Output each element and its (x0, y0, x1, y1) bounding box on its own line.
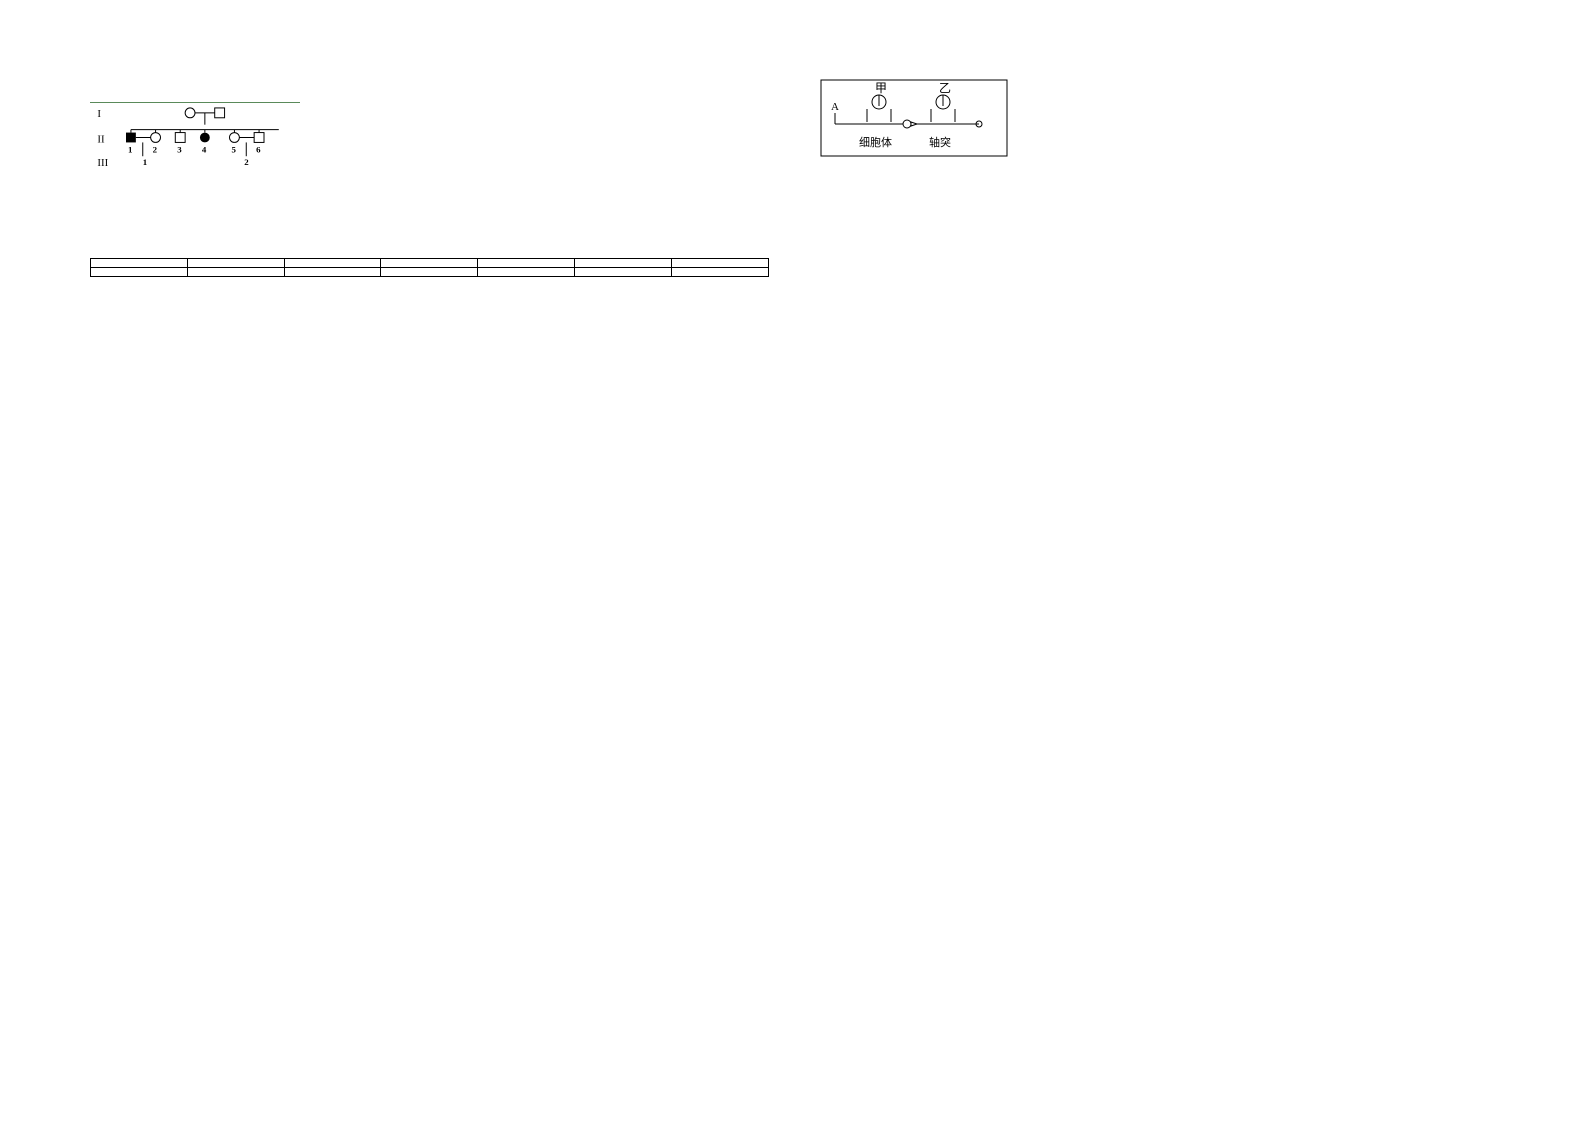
reflex-arc-diagram: 甲 乙 A 细胞体 轴突 (819, 78, 1009, 158)
col-4 (574, 259, 671, 268)
ii-6: 6 (256, 144, 261, 154)
left-column: I II 1 2 3 4 5 6 III 1 2 (90, 70, 769, 1082)
iii-1: 1 (143, 157, 147, 167)
table-row (91, 268, 769, 277)
col-0 (187, 259, 284, 268)
r-4 (574, 268, 671, 277)
iii-2: 2 (244, 157, 249, 167)
col-1 (284, 259, 381, 268)
cell-body-label: 细胞体 (859, 135, 892, 149)
col-2 (381, 259, 478, 268)
gen-1-label: I (97, 108, 101, 120)
ii-5: 5 (231, 144, 236, 154)
jia-label: 甲 (875, 81, 887, 95)
gen-2-label: II (97, 133, 105, 145)
ii-3: 3 (177, 144, 182, 154)
r-1 (284, 268, 381, 277)
col-5 (671, 259, 768, 268)
genotype-table (90, 258, 769, 277)
ii-4: 4 (202, 144, 207, 154)
r-2 (381, 268, 478, 277)
table-row (91, 259, 769, 268)
head-label (91, 259, 188, 268)
col-3 (478, 259, 575, 268)
gen-3-label: III (97, 157, 108, 169)
yi-label: 乙 (939, 81, 951, 95)
a-label: A (831, 101, 839, 113)
q1-options (90, 192, 769, 206)
axon-label: 轴突 (929, 135, 951, 149)
right-column: 甲 乙 A 细胞体 轴突 (819, 70, 1498, 1082)
ratio-label (91, 268, 188, 277)
ii-2: 2 (153, 144, 158, 154)
pedigree-diagram: I II 1 2 3 4 5 6 III 1 2 (90, 102, 300, 172)
r-3 (478, 268, 575, 277)
ii-1: 1 (128, 144, 132, 154)
r-5 (671, 268, 768, 277)
r-0 (187, 268, 284, 277)
